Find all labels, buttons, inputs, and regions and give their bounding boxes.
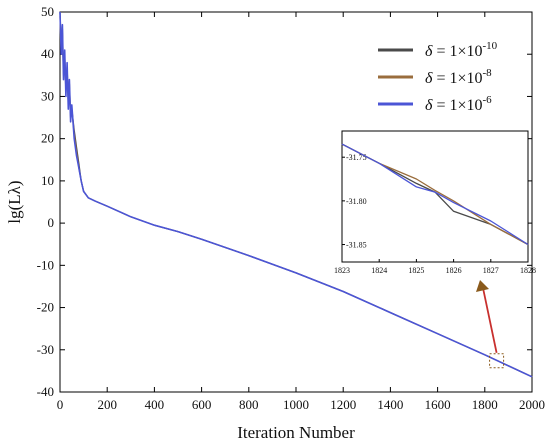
inset-x-tick-label: 1826 [446,266,462,275]
y-tick-label: -40 [37,384,54,399]
x-tick-label: 800 [239,397,259,412]
main-plot: 0 200 400 600 800 1000 1200 1400 1600 1800 2000-40… [5,4,545,442]
y-tick-label: 20 [41,131,54,146]
y-tick-label: -10 [37,257,54,272]
inset-x-tick-label: 1825 [408,266,424,275]
zoom-annotation [476,280,505,369]
x-tick-label: 200 [97,397,117,412]
inset-y-tick-label: -31.85 [346,241,367,250]
inset-frame [341,130,529,263]
legend-label-2: δ = 1×10-8 [425,67,492,87]
legend-symbol: δ [425,97,433,114]
inset-series-line-3 [341,143,529,246]
legend-exponent: -8 [482,67,492,79]
inset-x-tick-label: 1827 [483,266,499,275]
x-tick-label: 0 [57,397,64,412]
x-tick-label: 1000 [283,397,309,412]
x-tick-label: 1600 [425,397,451,412]
y-axis-title: lg(Lλ) [5,180,24,223]
zoom-box [489,353,505,369]
x-tick-label: 600 [192,397,212,412]
legend-symbol: δ [425,43,433,60]
inset-y-tick-label: -31.80 [346,197,367,206]
legend-label-3: δ = 1×10-6 [425,94,492,114]
x-tick-label: 2000 [519,397,545,412]
legend: δ = 1×10-10δ = 1×10-8δ = 1×10-6 [378,40,498,114]
x-tick-label: 400 [145,397,165,412]
zoom-arrow-head [476,280,489,292]
legend-label-1: δ = 1×10-10 [425,40,498,60]
legend-symbol: δ [425,70,433,87]
y-tick-label: -30 [37,342,54,357]
inset-x-tick-label: 1828 [520,266,536,275]
legend-exponent: -10 [482,40,497,52]
y-tick-label: 0 [48,215,55,230]
x-tick-label: 1400 [377,397,403,412]
x-tick-label: 1200 [330,397,356,412]
y-tick-label: 30 [41,88,54,103]
inset-plot: 1823 1824 1825 1826 1827 1828 -31.75 -31.80 -31.… [334,130,536,275]
legend-exponent: -6 [482,94,492,106]
inset-x-tick-label: 1824 [371,266,387,275]
x-tick-label: 1800 [472,397,498,412]
y-tick-label: 40 [41,46,54,61]
series-line-3 [59,11,533,378]
legend-base: = 1×10 [432,97,482,114]
inset-y-tick-label: -31.75 [346,153,367,162]
legend-base: = 1×10 [432,70,482,87]
x-axis-title: Iteration Number [237,423,355,442]
inset-x-tick-label: 1823 [334,266,350,275]
y-tick-label: -20 [37,300,54,315]
y-tick-label: 50 [41,4,54,19]
zoom-arrow-shaft [482,287,498,353]
legend-base: = 1×10 [432,43,482,60]
y-tick-label: 10 [41,173,54,188]
